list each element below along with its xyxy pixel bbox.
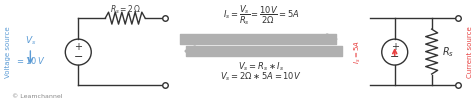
Text: +: + [74,42,82,52]
Text: −: − [390,52,400,62]
Text: $V_s = 2\Omega \ast 5A = 10V$: $V_s = 2\Omega \ast 5A = 10V$ [220,70,302,83]
Text: $I_s = 5A$: $I_s = 5A$ [353,40,363,64]
Text: $V_s$: $V_s$ [25,35,36,47]
Text: +: + [391,42,399,52]
Text: $V_s = R_s \ast I_s$: $V_s = R_s \ast I_s$ [238,60,284,73]
Text: −: − [73,52,83,62]
Text: © Leamchannel: © Leamchannel [12,94,63,99]
Text: $= 10\,V$: $= 10\,V$ [15,55,46,66]
Text: $R_s$: $R_s$ [442,45,454,59]
Text: $R_s = 2\,\Omega$: $R_s = 2\,\Omega$ [109,4,141,16]
Text: $I_s = \dfrac{V_s}{R_s} = \dfrac{10V}{2\Omega} = 5A$: $I_s = \dfrac{V_s}{R_s} = \dfrac{10V}{2\… [223,3,299,27]
Text: Voltage source: Voltage source [5,26,11,78]
Text: Current source: Current source [466,26,473,78]
